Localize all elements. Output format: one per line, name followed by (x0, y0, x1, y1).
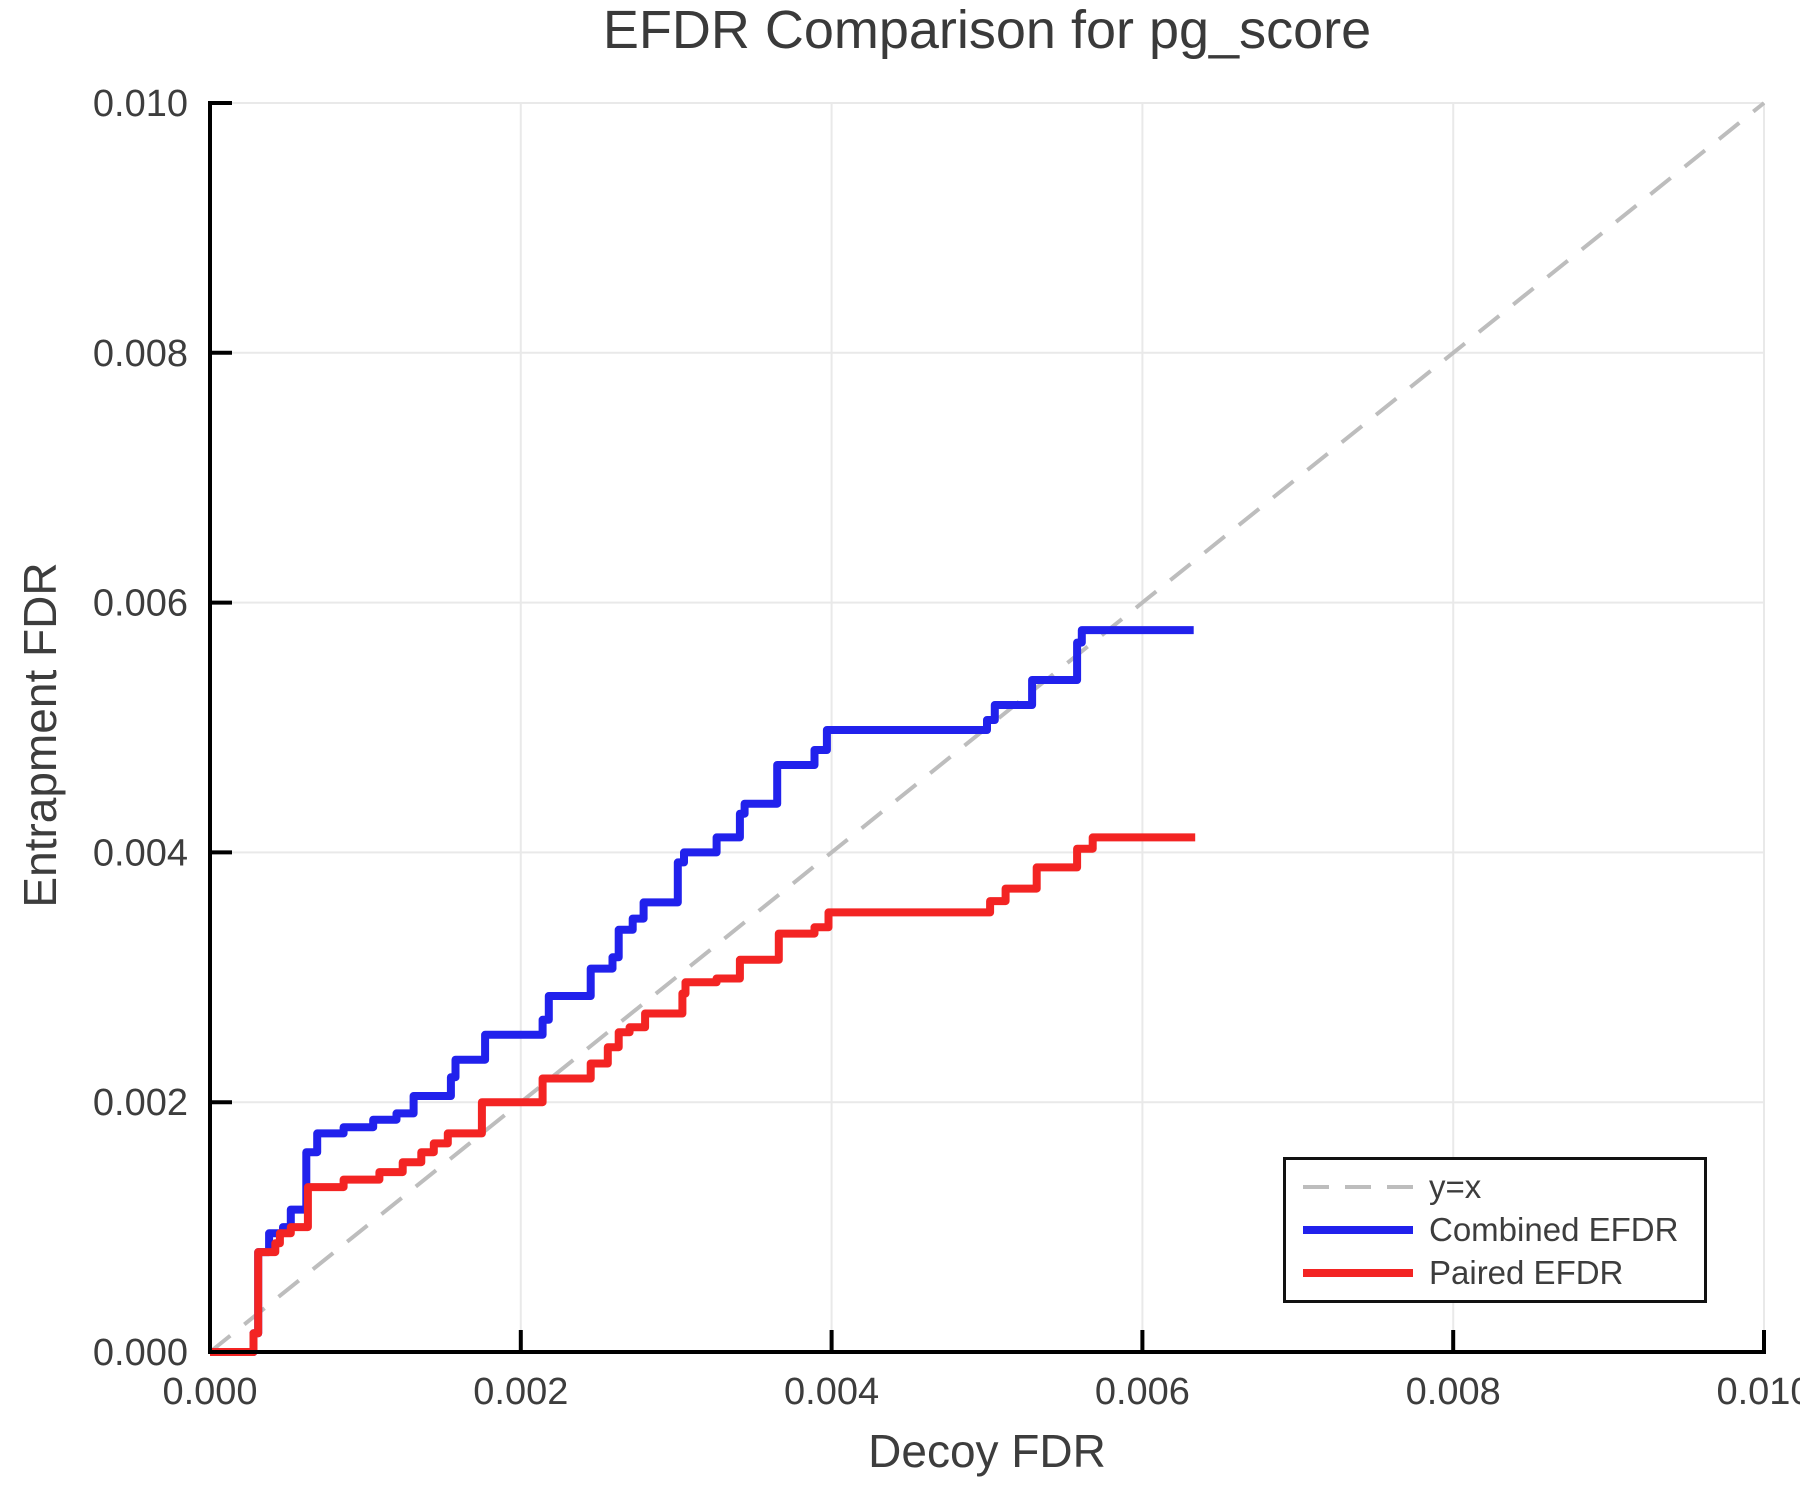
reference-line (208, 101, 1766, 1354)
legend-label-paired: Paired EFDR (1429, 1254, 1624, 1291)
x-tick-label: 0.002 (473, 1371, 568, 1413)
y-tick-label: 0.004 (93, 832, 188, 874)
x-tick-label: 0.008 (1406, 1371, 1501, 1413)
y-tick-label: 0.000 (93, 1332, 188, 1374)
x-tick-label: 0.004 (784, 1371, 879, 1413)
series-line-combined-efdr (210, 626, 1194, 1356)
x-axis-label: Decoy FDR (868, 1425, 1106, 1477)
y-tick-label: 0.008 (93, 333, 188, 375)
legend-item-paired: Paired EFDR (1300, 1254, 1704, 1292)
legend-label-combined: Combined EFDR (1429, 1211, 1679, 1248)
y-tick-label: 0.002 (93, 1082, 188, 1124)
legend-label-reference: y=x (1429, 1168, 1482, 1205)
legend-item-combined: Combined EFDR (1300, 1211, 1704, 1249)
combined-line-sample-icon (1303, 1226, 1413, 1234)
x-tick-label: 0.010 (1716, 1371, 1800, 1413)
chart-title: EFDR Comparison for pg_score (602, 0, 1372, 60)
series-line-paired-efdr (210, 833, 1196, 1356)
legend: y=x Combined EFDR Paired EFDR (1283, 1157, 1707, 1303)
x-tick-label: 0.000 (162, 1371, 257, 1413)
reference-line-sample-icon (1303, 1185, 1413, 1189)
paired-line-sample-icon (1303, 1269, 1413, 1277)
x-tick-label: 0.006 (1095, 1371, 1190, 1413)
legend-item-reference: y=x (1300, 1168, 1704, 1206)
y-tick-label: 0.010 (93, 83, 188, 125)
y-tick-label: 0.006 (93, 583, 188, 625)
